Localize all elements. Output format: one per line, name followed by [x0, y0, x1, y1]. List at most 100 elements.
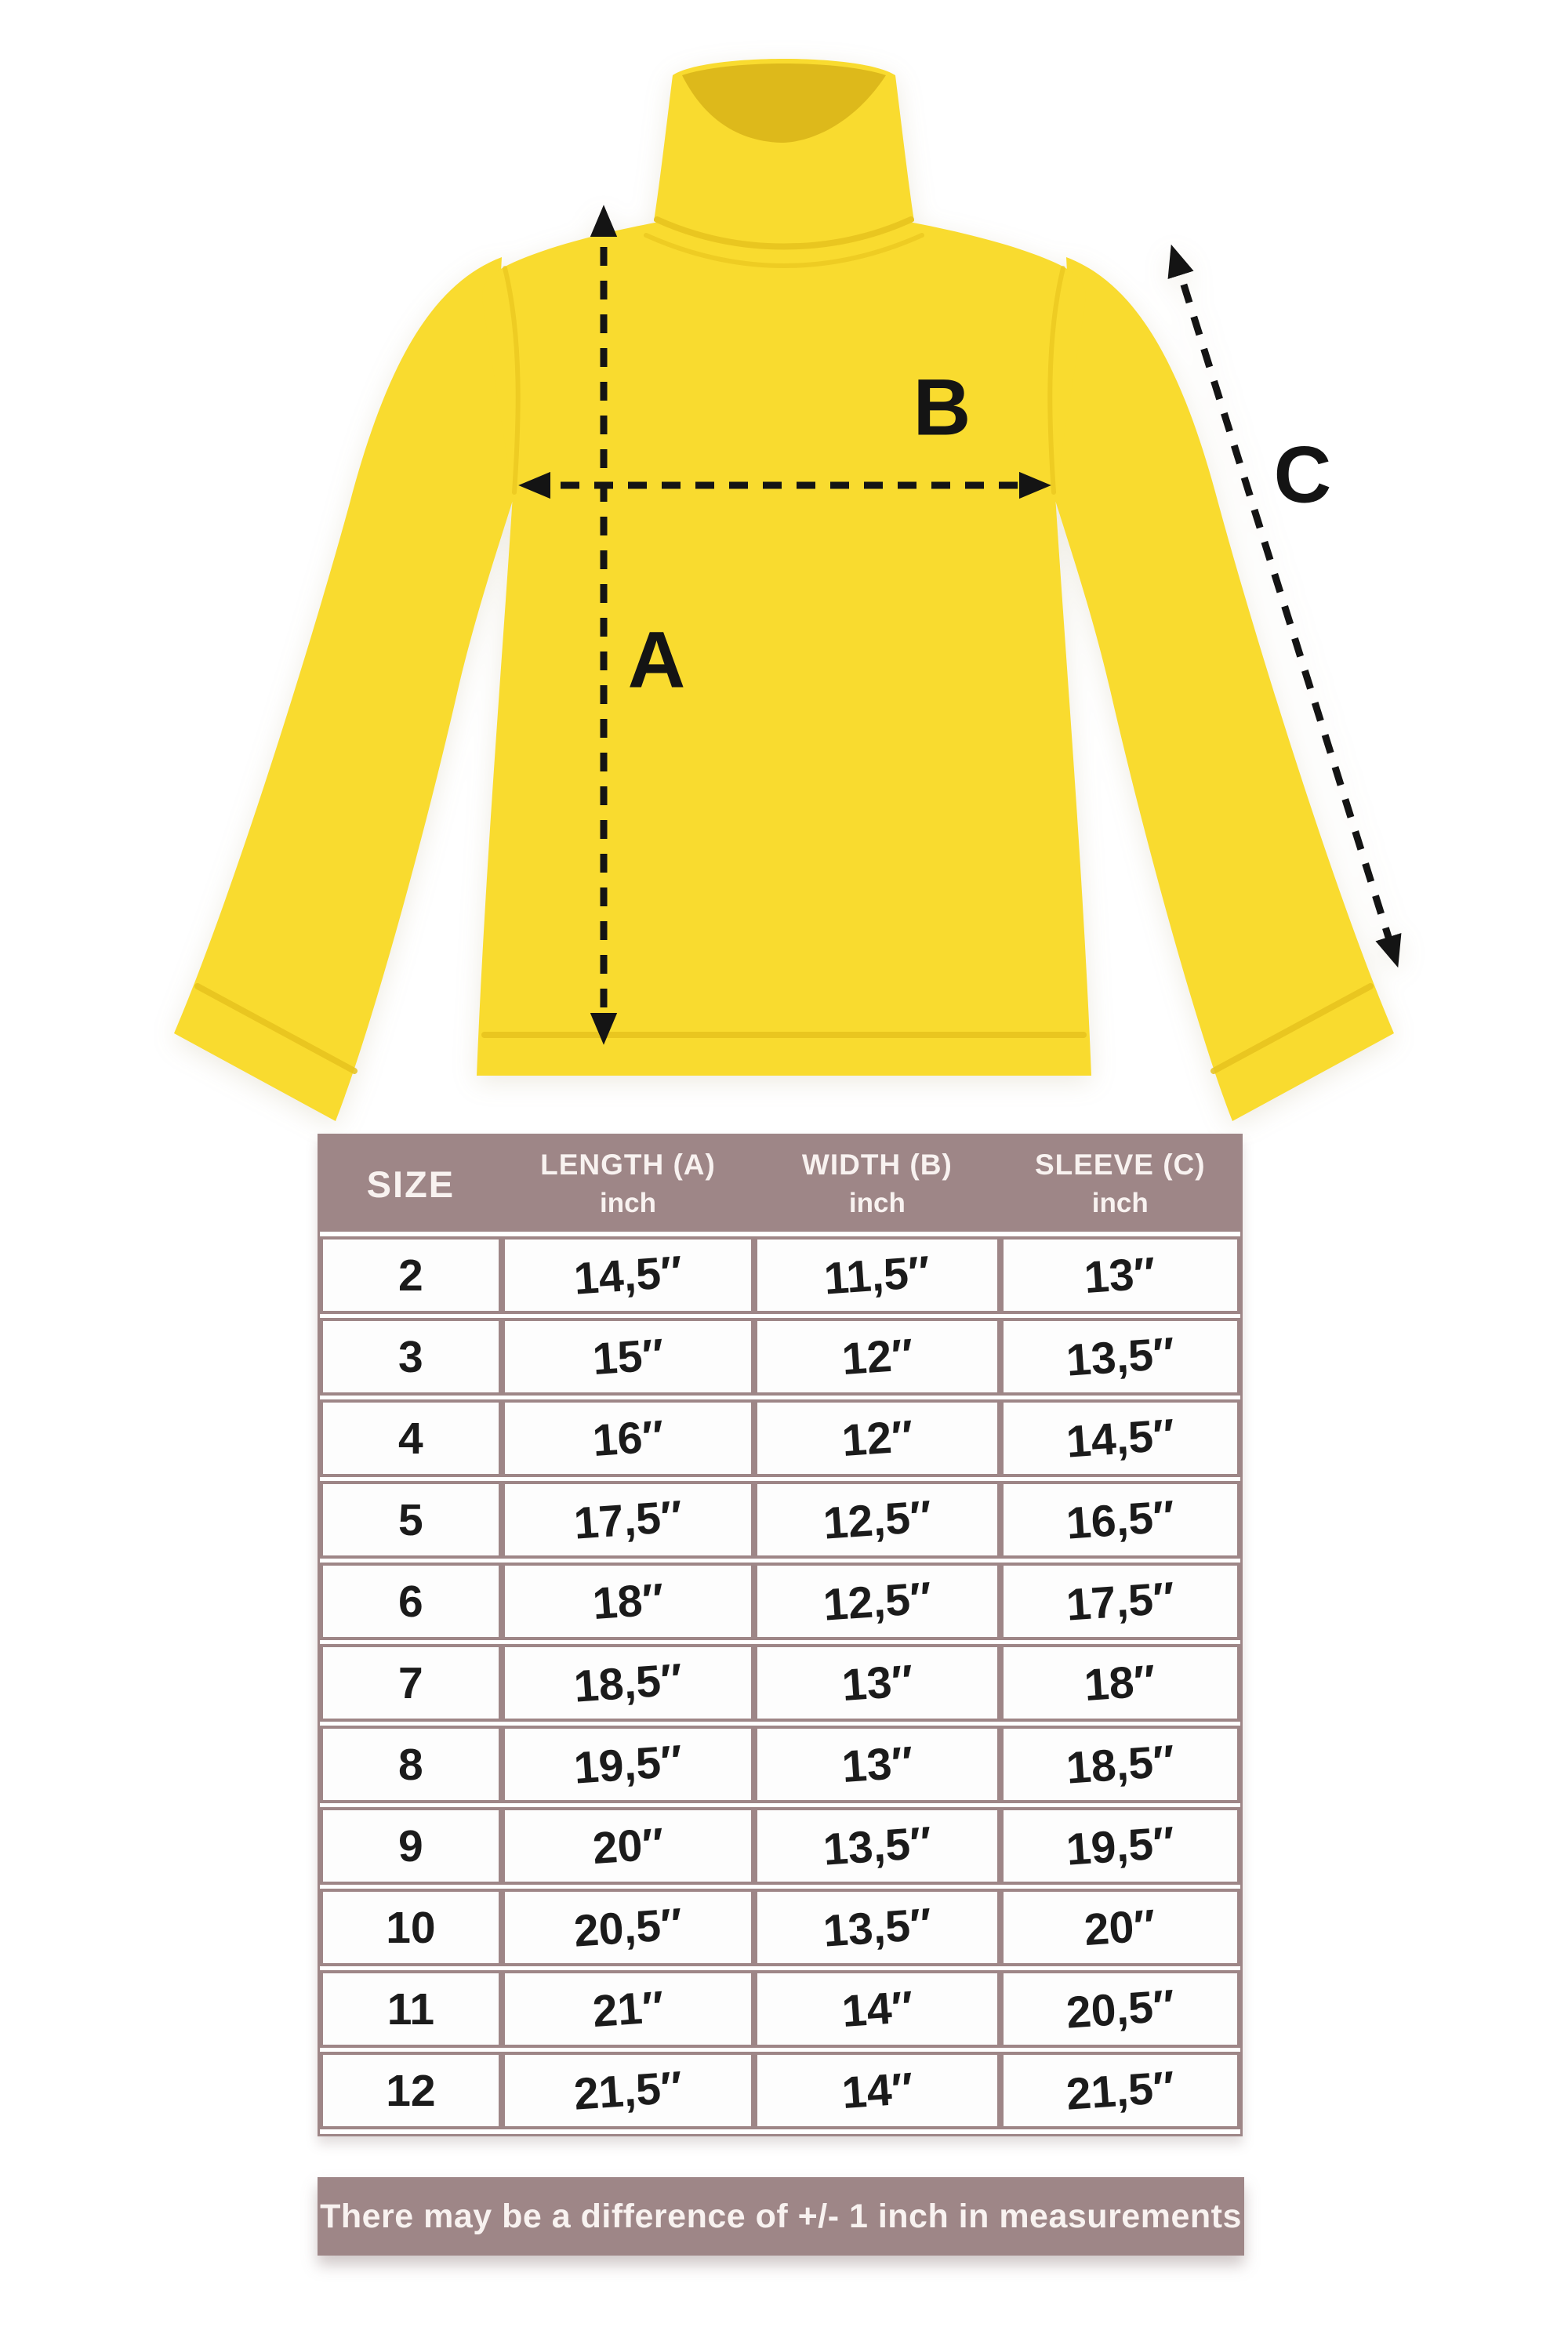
cell-value: 4 — [398, 1413, 423, 1464]
cell-value: 18,5″ — [572, 1653, 684, 1712]
length-cell: 16″ — [501, 1399, 755, 1477]
size-table-header: SIZE LENGTH (A) inch WIDTH (B) inch SLEE… — [320, 1136, 1240, 1232]
size-cell: 6 — [320, 1563, 502, 1640]
sleeve-cell: 13,5″ — [1000, 1318, 1240, 1396]
cell-value: 7 — [398, 1657, 423, 1708]
width-cell: 13″ — [754, 1644, 1000, 1722]
cell-value: 12,5″ — [821, 1490, 934, 1549]
size-table-body: 2 14,5″ 11,5″ 13″ 3 15″ 12″ 13,5″ 4 16″ … — [320, 1232, 1240, 2134]
sleeve-cell: 18,5″ — [1000, 1726, 1240, 1803]
width-cell: 11,5″ — [754, 1236, 1000, 1314]
sleeve-cell: 21,5″ — [1000, 2052, 1240, 2129]
product-diagram: A B C — [0, 0, 1568, 1137]
header-title: LENGTH (A) — [540, 1149, 716, 1181]
size-cell: 11 — [320, 1970, 502, 2048]
size-cell: 2 — [320, 1236, 502, 1314]
width-cell: 12″ — [754, 1318, 1000, 1396]
width-cell: 14″ — [754, 2052, 1000, 2129]
size-cell: 10 — [320, 1889, 502, 1966]
header-unit: inch — [1091, 1188, 1149, 1218]
cell-value: 9 — [398, 1820, 423, 1871]
size-cell: 3 — [320, 1318, 502, 1396]
header-sleeve-column: SLEEVE (C) inch — [1000, 1149, 1240, 1219]
note-text: There may be a difference of +/- 1 inch … — [320, 2197, 1242, 2235]
header-width-column: WIDTH (B) inch — [754, 1149, 1000, 1219]
header-length-column: LENGTH (A) inch — [502, 1149, 754, 1219]
length-cell: 19,5″ — [501, 1726, 755, 1803]
size-cell: 9 — [320, 1807, 502, 1885]
table-row: 2 14,5″ 11,5″ 13″ — [320, 1236, 1240, 1314]
cell-value: 12,5″ — [821, 1572, 934, 1631]
cell-value: 17,5″ — [572, 1490, 684, 1549]
sweater-right-sleeve — [1054, 257, 1394, 1121]
size-cell: 7 — [320, 1644, 502, 1722]
width-cell: 13″ — [754, 1726, 1000, 1803]
sleeve-arrow — [1167, 244, 1402, 968]
cell-value: 12″ — [840, 1410, 915, 1466]
cell-value: 13,5″ — [821, 1817, 934, 1875]
length-cell: 17,5″ — [501, 1481, 755, 1559]
length-cell: 18″ — [501, 1563, 755, 1640]
sweater-graphic — [174, 59, 1402, 1121]
width-cell: 13,5″ — [754, 1889, 1000, 1966]
cell-value: 12 — [386, 2065, 436, 2116]
header-size-column: SIZE — [320, 1163, 502, 1206]
cell-value: 21,5″ — [572, 2061, 684, 2120]
cell-value: 6 — [398, 1576, 423, 1627]
dimension-label-sleeve: C — [1273, 430, 1333, 520]
header-title: SIZE — [366, 1163, 456, 1205]
cell-value: 10 — [386, 1902, 436, 1953]
header-unit: inch — [600, 1188, 656, 1218]
right-cuff-seam — [1210, 983, 1374, 1074]
cell-value: 12″ — [840, 1329, 915, 1385]
right-armhole-seam — [1047, 266, 1065, 495]
length-cell: 21,5″ — [501, 2052, 755, 2129]
cell-value: 21,5″ — [1064, 2061, 1176, 2120]
cell-value: 18″ — [590, 1573, 666, 1629]
cell-value: 20″ — [1083, 1900, 1158, 1955]
table-row: 9 20″ 13,5″ 19,5″ — [320, 1807, 1240, 1885]
cell-value: 19,5″ — [572, 1735, 684, 1794]
header-title: SLEEVE (C) — [1034, 1149, 1206, 1181]
length-cell: 14,5″ — [501, 1236, 755, 1314]
sleeve-cell: 20,5″ — [1000, 1970, 1240, 2048]
length-cell: 18,5″ — [501, 1644, 755, 1722]
cell-value: 2 — [398, 1250, 423, 1301]
sweater-body — [477, 221, 1091, 1076]
collar-opening — [682, 64, 886, 143]
size-cell: 4 — [320, 1399, 502, 1477]
size-cell: 12 — [320, 2052, 502, 2129]
width-cell: 13,5″ — [754, 1807, 1000, 1885]
size-cell: 8 — [320, 1726, 502, 1803]
measurement-note-banner: There may be a difference of +/- 1 inch … — [318, 2177, 1244, 2256]
cell-value: 15″ — [590, 1329, 666, 1385]
left-armhole-seam — [503, 266, 521, 495]
cell-value: 19,5″ — [1064, 1817, 1176, 1875]
sleeve-cell: 14,5″ — [1000, 1399, 1240, 1477]
length-cell: 20″ — [501, 1807, 755, 1885]
cell-value: 5 — [398, 1494, 423, 1545]
table-row: 5 17,5″ 12,5″ 16,5″ — [320, 1481, 1240, 1559]
cell-value: 14,5″ — [572, 1246, 684, 1305]
table-row: 12 21,5″ 14″ 21,5″ — [320, 2052, 1240, 2129]
table-row: 10 20,5″ 13,5″ 20″ — [320, 1889, 1240, 1966]
sleeve-cell: 16,5″ — [1000, 1481, 1240, 1559]
cell-value: 13″ — [840, 1737, 915, 1792]
cell-value: 20,5″ — [1064, 1980, 1176, 2038]
table-row: 3 15″ 12″ 13,5″ — [320, 1318, 1240, 1396]
collar-fold-seam — [654, 216, 914, 250]
sleeve-cell: 18″ — [1000, 1644, 1240, 1722]
sleeve-cell: 13″ — [1000, 1236, 1240, 1314]
table-row: 7 18,5″ 13″ 18″ — [320, 1644, 1240, 1722]
width-cell: 12,5″ — [754, 1563, 1000, 1640]
cell-value: 14,5″ — [1064, 1409, 1176, 1468]
cell-value: 13″ — [840, 1655, 915, 1711]
table-row: 8 19,5″ 13″ 18,5″ — [320, 1726, 1240, 1803]
length-cell: 20,5″ — [501, 1889, 755, 1966]
table-row: 4 16″ 12″ 14,5″ — [320, 1399, 1240, 1477]
cell-value: 14″ — [840, 1981, 915, 2037]
size-table: SIZE LENGTH (A) inch WIDTH (B) inch SLEE… — [318, 1134, 1243, 2136]
cell-value: 20,5″ — [572, 1898, 684, 1957]
left-cuff-seam — [194, 983, 358, 1074]
